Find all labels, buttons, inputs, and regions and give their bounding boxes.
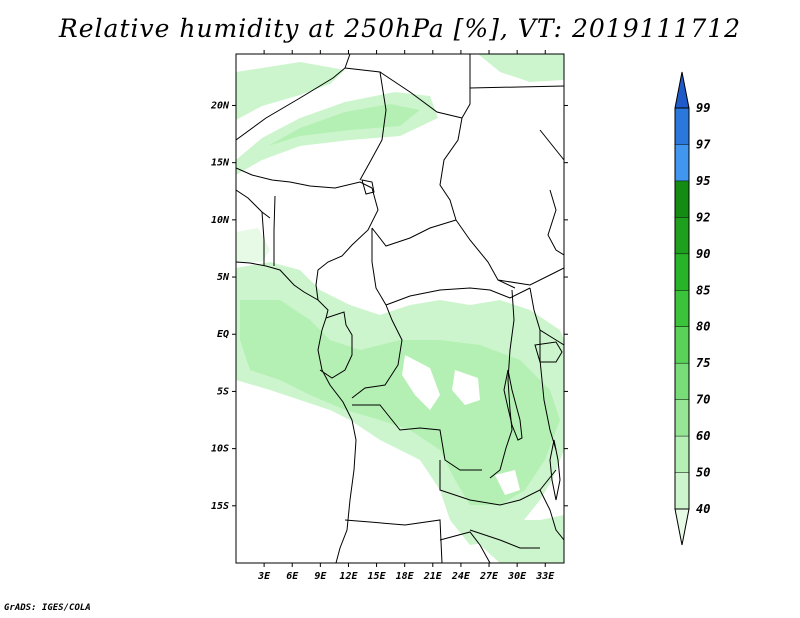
colorbar-segment [675,217,689,254]
colorbar-label: 92 [696,210,710,224]
border-burkina [236,189,271,219]
colorbar-segment [675,180,689,218]
dry-gap-1 [402,355,440,410]
coastline-west [236,261,357,563]
border-benin-togo [261,211,265,266]
colorbar-segment [675,399,689,437]
border-eritrea [539,129,564,161]
colorbar-segment [675,436,689,473]
border-chad-car [371,219,457,247]
border-drc-east [489,289,515,479]
colorbar-segment [675,290,689,327]
border-botswana [439,531,491,563]
colorbar-segment [675,363,689,400]
border-mozambique [539,489,564,541]
border-drc-angola [352,404,482,471]
lon-label: 18E [396,571,415,582]
colorbar-label: 50 [696,466,710,480]
humidity-area-north-core [268,104,420,146]
lon-label: 3E [257,571,271,582]
lon-label: 15E [368,571,387,582]
lat-label: 20N [210,100,230,111]
colorbar: 40 50 60 70 75 80 85 90 92 95 97 99 [674,71,711,546]
border-car-sudan [455,219,516,289]
colorbar-label: 90 [696,247,710,261]
lon-label: 27E [479,571,499,582]
colorbar-label: 95 [696,174,710,188]
border-congo-drc [351,304,403,399]
colorbar-arrow-high [674,71,690,109]
colorbar-label: 97 [696,137,711,151]
country-boundaries [236,54,564,563]
humidity-shading [236,54,564,563]
lon-label: 12E [339,571,358,582]
border-car-drc [385,287,531,306]
border-nigeria-cameroon [315,187,379,301]
lon-label: 9E [314,571,327,582]
map-frame [235,53,565,564]
lat-label: 10S [211,444,229,455]
lat-label: 15N [211,158,230,169]
dry-gap-2 [452,370,480,405]
border-sudan-south [497,267,564,286]
colorbar-segment [675,472,689,509]
border-libya-chad [461,54,471,119]
colorbar-arrow-low [674,508,690,546]
lake-chad [361,179,375,195]
colorbar-label: 70 [696,393,710,407]
colorbar-label: 85 [696,283,710,297]
lat-label: 5N [217,272,230,283]
colorbar-label: 75 [696,356,710,370]
border-ethiopia [547,189,564,256]
colorbar-segment [675,326,689,364]
axis-labels: 20N 15N 10N 5N EQ 5S 10S 15S 3E 6E 9E 12E 15E 18E 21E 2… [210,50,568,582]
border-namibia [344,519,443,563]
colorbar-label: 80 [696,320,710,334]
humidity-area-sahel [236,228,270,262]
border-tanzania [539,330,557,451]
colorbar-label: 99 [696,101,710,115]
colorbar-segment [675,108,689,145]
lon-label: 6E [286,571,299,582]
lon-label: 24E [451,571,471,582]
border-gabon-congo [319,311,353,379]
border-mali-niger [236,54,351,141]
lat-label: 10N [211,215,230,226]
humidity-area-northeast [478,54,564,82]
humidity-area-southeast [480,515,564,563]
border-niger-algeria [344,67,463,119]
lon-label: 30E [507,571,527,582]
lon-label: 21E [423,571,443,582]
colorbar-segment [675,253,689,291]
colorbar-label: 40 [696,502,710,516]
colorbar-segment [675,144,689,181]
border-zimbabwe [469,529,540,549]
humidity-area-equatorial-core [240,300,560,505]
border-benin-nigeria [273,195,276,266]
colorbar-label: 60 [696,429,710,443]
lat-label: EQ [217,329,229,340]
lake-malawi [549,439,561,501]
lake-tanganyika [503,369,523,441]
lake-victoria [534,341,563,363]
border-niger-nigeria [236,167,373,189]
border-egypt-sudan [469,85,564,89]
grads-credit: GrADS: IGES/COLA [4,603,91,613]
border-cameroon-car [371,228,387,306]
humidity-area-north [236,62,345,120]
lat-label: 5S [217,386,229,397]
border-niger-chad [359,71,387,181]
lon-label: 33E [535,571,555,582]
border-chad-sudan [439,117,463,221]
map-title: Relative humidity at 250hPa [%], VT: 201… [58,14,742,43]
lat-label: 15S [211,501,229,512]
dry-gap-3 [495,470,520,495]
